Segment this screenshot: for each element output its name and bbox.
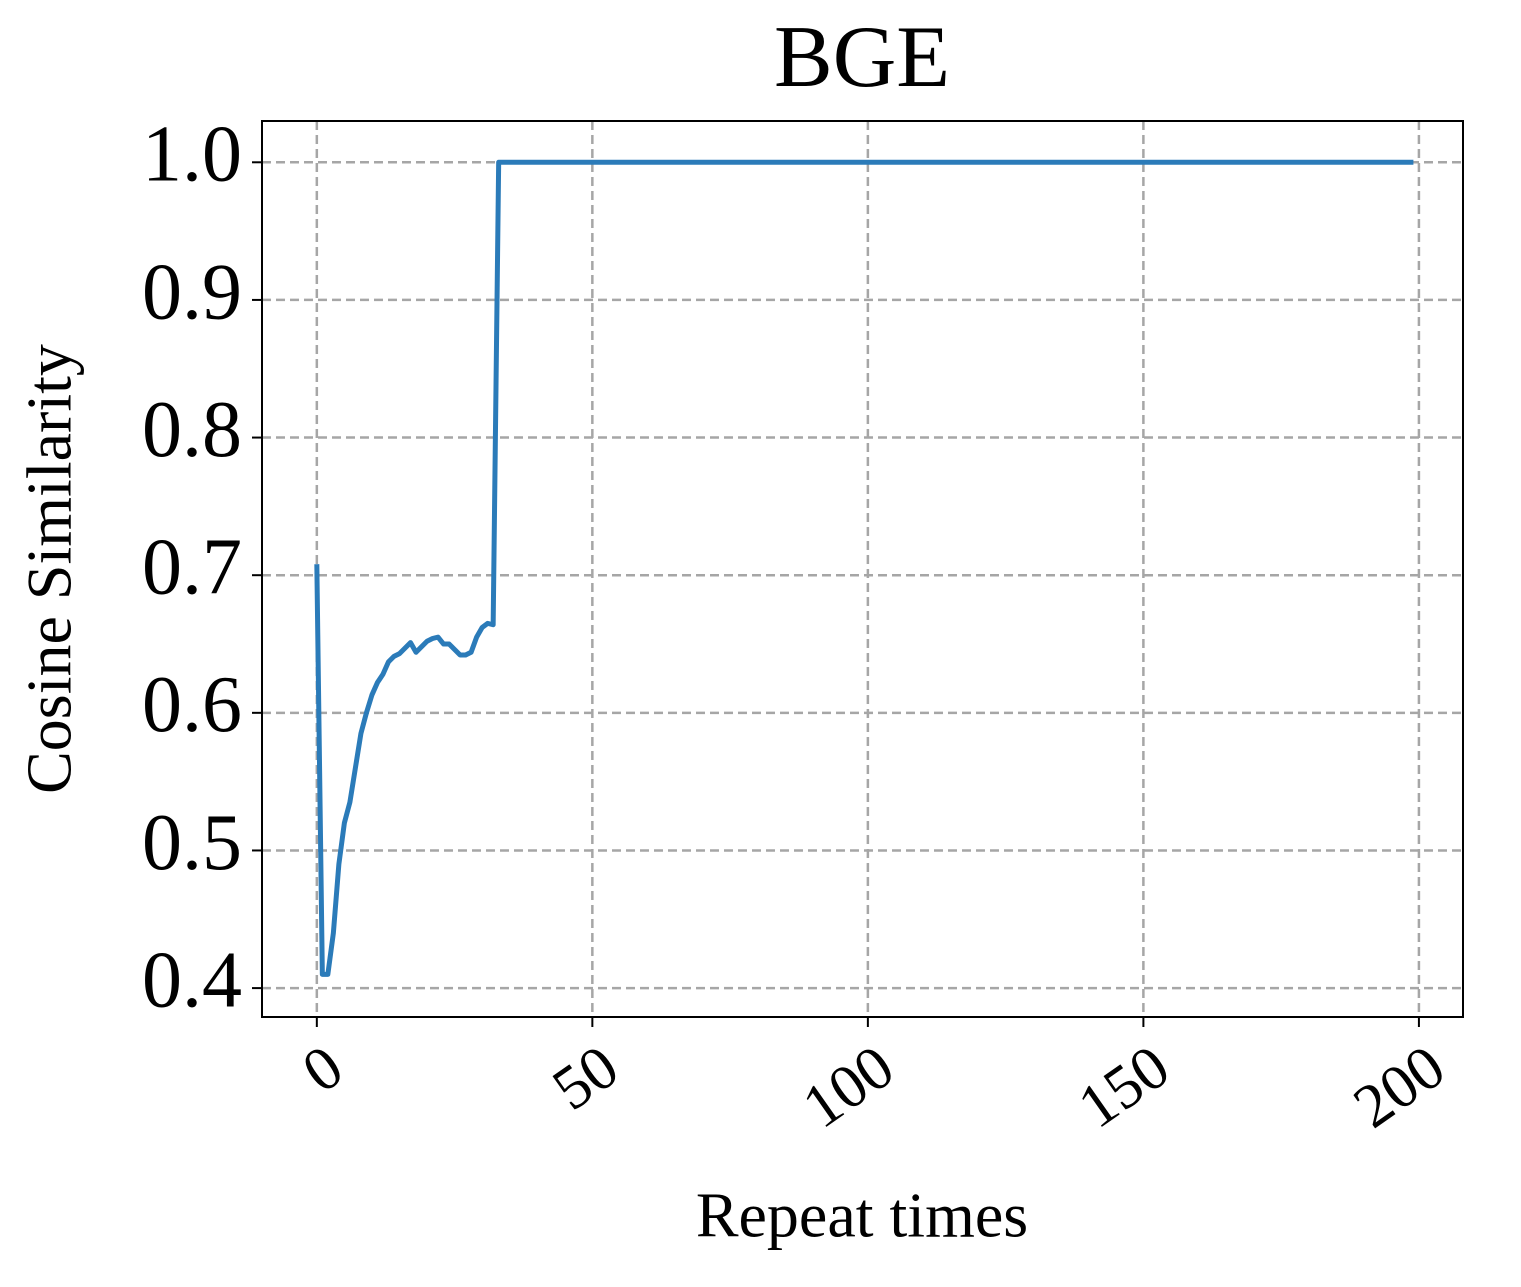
x-tick-label: 150 [1066, 1032, 1181, 1141]
y-tick-label: 0.5 [142, 799, 242, 887]
y-tick-label: 0.8 [142, 386, 242, 474]
x-tick-label: 50 [541, 1032, 631, 1123]
chart-title: BGE [774, 9, 950, 106]
y-tick-label: 0.4 [142, 936, 242, 1024]
y-tick-label: 0.7 [142, 524, 242, 612]
x-tick-label: 0 [291, 1032, 355, 1105]
y-tick-label: 1.0 [142, 111, 242, 199]
plot-frame [261, 120, 1464, 1018]
x-tick-label: 200 [1342, 1032, 1457, 1141]
y-axis-label: Cosine Similarity [14, 344, 85, 794]
x-axis-label: Repeat times [696, 1180, 1028, 1251]
data-line [314, 159, 1414, 977]
y-tick-label: 0.6 [142, 661, 242, 749]
y-tick-label: 0.9 [142, 248, 242, 336]
x-tick-label: 100 [791, 1032, 906, 1141]
